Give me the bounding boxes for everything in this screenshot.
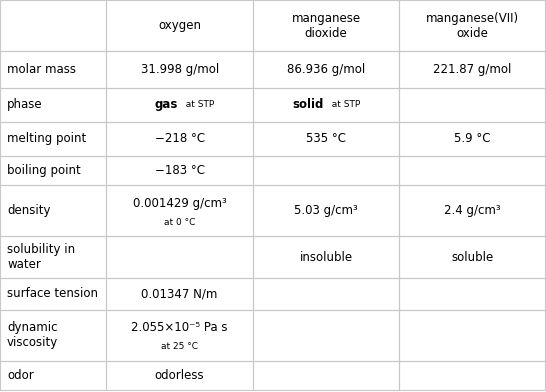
Bar [0,51,106,88]
Text: 5.03 g/cm³: 5.03 g/cm³ [294,204,358,217]
Bar [106,310,253,361]
Bar [399,51,545,88]
Bar [253,236,399,278]
Text: insoluble: insoluble [299,250,353,264]
Text: solid: solid [293,98,324,111]
Text: boiling point: boiling point [7,164,81,177]
Bar [106,122,253,156]
Bar [399,0,545,51]
Text: oxygen: oxygen [158,19,201,32]
Bar [399,361,545,390]
Bar [0,278,106,310]
Text: soluble: soluble [451,250,494,264]
Bar [253,185,399,236]
Bar [106,185,253,236]
Text: 0.01347 N/m: 0.01347 N/m [141,287,218,300]
Bar [0,0,106,51]
Bar [399,122,545,156]
Text: density: density [7,204,50,217]
Bar [399,278,545,310]
Bar [106,156,253,185]
Bar [106,51,253,88]
Bar [106,0,253,51]
Bar [0,236,106,278]
Text: 2.4 g/cm³: 2.4 g/cm³ [444,204,501,217]
Text: 31.998 g/mol: 31.998 g/mol [140,63,219,76]
Bar [0,88,106,122]
Bar [253,310,399,361]
Text: manganese(VII)
oxide: manganese(VII) oxide [426,12,519,40]
Text: manganese
dioxide: manganese dioxide [292,12,360,40]
Text: −218 °C: −218 °C [155,132,205,145]
Bar [253,0,399,51]
Text: phase: phase [7,98,43,111]
Text: molar mass: molar mass [7,63,76,76]
Text: 86.936 g/mol: 86.936 g/mol [287,63,365,76]
Bar [0,156,106,185]
Bar [0,310,106,361]
Bar [253,122,399,156]
Bar [106,236,253,278]
Text: at STP: at STP [180,100,214,109]
Bar [106,361,253,390]
Text: at 0 °C: at 0 °C [164,218,195,227]
Bar [253,88,399,122]
Bar [399,88,545,122]
Text: odor: odor [7,369,34,382]
Text: solubility in
water: solubility in water [7,243,75,271]
Text: at STP: at STP [326,100,360,109]
Bar [0,185,106,236]
Bar [0,122,106,156]
Bar [253,156,399,185]
Text: gas: gas [155,98,177,111]
Text: 2.055×10⁻⁵ Pa s: 2.055×10⁻⁵ Pa s [132,321,228,334]
Bar [399,185,545,236]
Bar [399,156,545,185]
Text: odorless: odorless [155,369,204,382]
Bar [0,361,106,390]
Text: 0.001429 g/cm³: 0.001429 g/cm³ [133,197,227,210]
Text: 5.9 °C: 5.9 °C [454,132,490,145]
Bar [253,278,399,310]
Text: surface tension: surface tension [7,287,98,300]
Text: at 25 °C: at 25 °C [161,342,198,351]
Text: 535 °C: 535 °C [306,132,346,145]
Bar [399,236,545,278]
Text: melting point: melting point [7,132,86,145]
Text: −183 °C: −183 °C [155,164,205,177]
Bar [399,310,545,361]
Text: 221.87 g/mol: 221.87 g/mol [433,63,512,76]
Bar [253,361,399,390]
Text: dynamic
viscosity: dynamic viscosity [7,321,58,349]
Bar [106,88,253,122]
Bar [106,278,253,310]
Bar [253,51,399,88]
